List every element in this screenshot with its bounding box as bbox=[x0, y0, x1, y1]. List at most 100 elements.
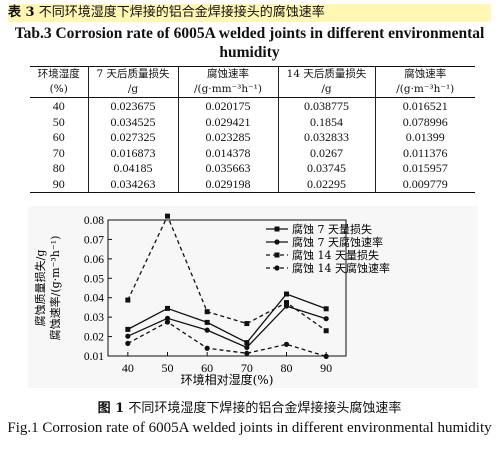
table-cell: 0.014378 bbox=[177, 145, 278, 161]
y-tick-label: 0.04 bbox=[84, 293, 104, 305]
table-cell: 0.03745 bbox=[277, 161, 375, 177]
plot-frame bbox=[107, 219, 347, 357]
x-axis-title: 环境相对湿度(%) bbox=[181, 372, 274, 387]
table-caption-cn: 表 3 不同环境湿度下焊接的铝合金焊接接头的腐蚀速率 bbox=[8, 4, 491, 22]
table-cell: 0.01399 bbox=[374, 130, 475, 146]
data-point bbox=[125, 340, 131, 346]
table-cell: 90 bbox=[52, 176, 65, 191]
table-cell: 0.011376 bbox=[374, 145, 475, 161]
table-cell: 0.034263 bbox=[87, 176, 178, 193]
data-point bbox=[244, 344, 250, 351]
data-point bbox=[204, 345, 210, 351]
table-cell: 40 bbox=[52, 99, 65, 113]
figure-caption-en: Fig.1 Corrosion rate of 6005A welded joi… bbox=[7, 420, 492, 436]
table-row: 70 0.016873 0.014378 0.0267 0.011376 bbox=[30, 145, 475, 161]
table-cell: 0.016521 bbox=[374, 97, 475, 115]
unit-rate-14d: /(g·m⁻³h⁻¹) bbox=[374, 82, 475, 98]
x-tick-label: 60 bbox=[201, 361, 213, 375]
table-cell: 0.020175 bbox=[177, 97, 278, 115]
y-tick-label: 0.05 bbox=[84, 273, 104, 285]
y-axis-title-left: 腐蚀质量损失/g bbox=[33, 250, 47, 327]
header-rate-14d: 腐蚀速率 bbox=[374, 66, 475, 82]
legend-label: 腐蚀 14 天量损失 bbox=[292, 248, 379, 262]
data-point bbox=[283, 341, 290, 347]
table-cell: 0.032833 bbox=[277, 130, 375, 146]
table-cell: 50 bbox=[52, 114, 65, 129]
figure-caption-cn: 图 1 不同环境湿度下焊接的铝合金焊接接头腐蚀速率 bbox=[0, 400, 499, 418]
data-point bbox=[244, 340, 250, 346]
header-humidity: 环境湿度 bbox=[37, 68, 80, 80]
y-tick-label: 0.03 bbox=[84, 312, 104, 324]
y-tick-label: 0.07 bbox=[84, 234, 104, 246]
table-row: 90 0.034263 0.029198 0.02295 0.009779 bbox=[30, 176, 475, 193]
table-cell: 0.034525 bbox=[87, 114, 178, 130]
legend-label: 腐蚀 7 天量损失 bbox=[292, 222, 372, 236]
data-point bbox=[284, 300, 289, 306]
table-row: 40 0.023675 0.020175 0.038775 0.016521 bbox=[30, 97, 475, 115]
table-header-row-1: 环境湿度 7 天后质量损失 腐蚀速率 14 天后质量损失 腐蚀速率 bbox=[30, 66, 475, 82]
series-line bbox=[127, 293, 327, 344]
data-point bbox=[165, 213, 170, 219]
table-cell: 0.078996 bbox=[374, 114, 475, 130]
data-point bbox=[204, 319, 210, 325]
legend-marker bbox=[274, 252, 280, 258]
series-line bbox=[127, 214, 327, 332]
data-point bbox=[323, 316, 329, 322]
unit-mass-loss-7d: /g bbox=[87, 82, 178, 98]
table-cell: 0.023675 bbox=[87, 97, 178, 115]
table-cell: 0.0267 bbox=[277, 145, 375, 161]
header-mass-loss-14d: 14 天后质量损失 bbox=[277, 66, 375, 82]
header-rate-7d: 腐蚀速率 bbox=[177, 66, 278, 82]
table-cell: 0.009779 bbox=[374, 176, 475, 193]
y-axis-title-right: 腐蚀速率/(g·m⁻³h⁻¹) bbox=[48, 236, 62, 341]
data-point bbox=[125, 326, 131, 332]
x-tick-label: 80 bbox=[281, 361, 293, 375]
unit-humidity: (%) bbox=[49, 83, 68, 95]
corrosion-chart: 0.01 0.02 0.03 0.04 0.05 0.06 0.07 0.08 40 50 60 70… bbox=[28, 206, 478, 388]
data-point bbox=[244, 321, 250, 327]
table-cell: 0.04185 bbox=[87, 161, 178, 177]
corrosion-table: 环境湿度 7 天后质量损失 腐蚀速率 14 天后质量损失 腐蚀速率 (%) /g… bbox=[30, 66, 475, 193]
table-cell: 80 bbox=[52, 161, 65, 175]
table-cell: 0.015957 bbox=[374, 161, 475, 177]
unit-mass-loss-14d: /g bbox=[277, 82, 375, 98]
data-point bbox=[125, 333, 131, 339]
y-tick-label: 0.08 bbox=[84, 215, 104, 227]
table-caption-en: Tab.3 Corrosion rate of 6005A welded joi… bbox=[14, 25, 485, 61]
series-line bbox=[127, 321, 327, 358]
table-header-row-2: (%) /g /(g·mm⁻³h⁻¹) /g /(g·m⁻³h⁻¹) bbox=[30, 82, 475, 98]
table-cell: 0.029421 bbox=[177, 114, 278, 130]
y-tick-label: 0.06 bbox=[84, 254, 104, 266]
x-tick-label: 70 bbox=[241, 361, 253, 375]
figure-caption-text: 不同环境湿度下焊接的铝合金焊接接头腐蚀速率 bbox=[128, 401, 402, 416]
header-mass-loss-7d: 7 天后质量损失 bbox=[87, 66, 178, 82]
x-tick-label: 50 bbox=[162, 361, 174, 375]
legend-label: 腐蚀 7 天腐蚀速率 bbox=[292, 235, 383, 249]
table-cell: 70 bbox=[52, 145, 65, 160]
table-cell: 0.1854 bbox=[277, 114, 375, 130]
data-point bbox=[125, 297, 131, 303]
legend-label: 腐蚀 14 天腐蚀速率 bbox=[292, 261, 390, 275]
table-cell: 60 bbox=[52, 130, 65, 144]
y-tick-label: 0.02 bbox=[84, 332, 104, 344]
table-cell: 0.038775 bbox=[277, 97, 375, 115]
table-cell: 0.016873 bbox=[87, 145, 178, 161]
y-tick-label: 0.01 bbox=[84, 351, 104, 363]
table-row: 50 0.034525 0.029421 0.1854 0.078996 bbox=[30, 114, 475, 130]
series-line bbox=[127, 305, 327, 349]
legend-marker bbox=[274, 226, 280, 232]
data-point bbox=[244, 350, 250, 356]
figure-caption-label: 图 1 bbox=[97, 401, 125, 416]
table-caption-text: 不同环境湿度下焊接的铝合金焊接接头的腐蚀速率 bbox=[38, 5, 325, 20]
data-point bbox=[323, 306, 329, 312]
table-cell: 0.02295 bbox=[277, 176, 375, 193]
table-cell: 0.023285 bbox=[177, 130, 278, 146]
table-row: 60 0.027325 0.023285 0.032833 0.01399 bbox=[30, 130, 475, 146]
table-cell: 0.027325 bbox=[87, 130, 178, 146]
data-point bbox=[204, 327, 210, 333]
data-point bbox=[165, 305, 170, 311]
data-point bbox=[204, 309, 210, 315]
data-point bbox=[284, 291, 289, 297]
legend-marker bbox=[274, 265, 280, 271]
table-row: 80 0.04185 0.035663 0.03745 0.015957 bbox=[30, 161, 475, 177]
